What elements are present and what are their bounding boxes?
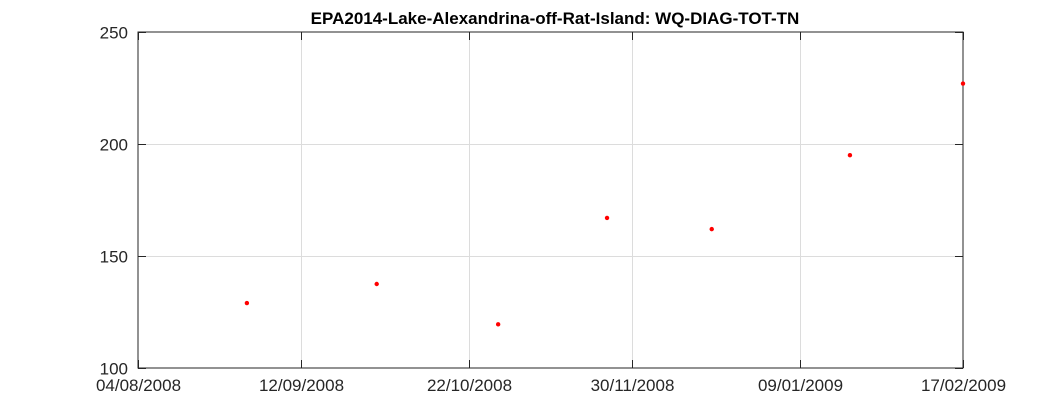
- y-tick-label: 100: [100, 360, 128, 379]
- data-point: [604, 215, 610, 221]
- x-tick-label: 04/08/2008: [96, 376, 181, 395]
- axis-ticks: [138, 32, 964, 369]
- tick-labels: 04/08/2008 12/09/2008 22/10/2008 30/11/2008…: [96, 24, 1006, 396]
- data-point: [960, 81, 966, 86]
- data-point: [709, 226, 714, 232]
- x-tick-label: 17/02/2009: [921, 376, 1006, 395]
- chart-title: EPA2014-Lake-Alexandrina-off-Rat-Island:…: [311, 9, 800, 28]
- plot-area: [137, 31, 964, 369]
- data-point: [495, 322, 501, 327]
- data-point: [847, 153, 853, 158]
- data-points: [244, 81, 966, 327]
- y-tick-label: 200: [100, 136, 128, 155]
- data-point: [244, 300, 250, 306]
- x-tick-label: 09/01/2009: [758, 376, 843, 395]
- data-point: [374, 281, 379, 287]
- x-tick-label: 30/11/2008: [591, 376, 675, 395]
- y-tick-label: 250: [100, 24, 128, 43]
- y-tick-label: 150: [100, 248, 128, 267]
- x-tick-label: 22/10/2008: [427, 376, 512, 395]
- grid: [138, 32, 963, 368]
- x-tick-label: 12/09/2008: [259, 376, 344, 395]
